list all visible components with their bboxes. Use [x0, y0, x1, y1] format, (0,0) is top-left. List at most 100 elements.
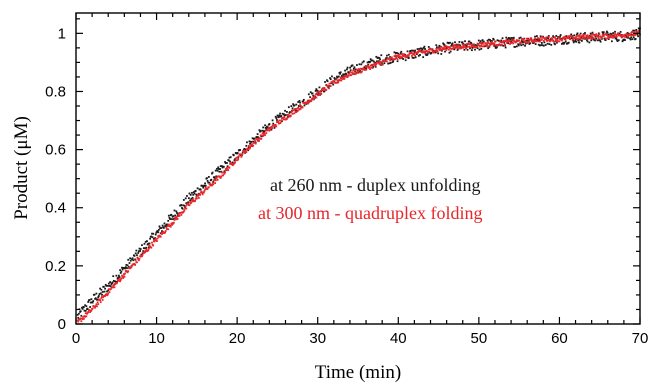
data-point: [462, 46, 465, 49]
data-point: [511, 41, 514, 44]
data-point: [516, 45, 518, 48]
data-point: [498, 43, 501, 46]
data-point: [243, 149, 246, 152]
data-point: [326, 79, 328, 82]
data-point: [282, 113, 285, 116]
data-point: [569, 38, 571, 41]
data-point: [93, 293, 96, 296]
data-point: [89, 301, 92, 304]
data-point: [519, 36, 522, 39]
data-point: [621, 40, 624, 43]
data-point: [156, 230, 159, 232]
data-point: [284, 114, 287, 116]
data-point: [96, 298, 99, 301]
data-point: [506, 41, 508, 44]
data-point: [406, 56, 408, 58]
data-point: [216, 176, 218, 179]
data-point: [151, 241, 153, 244]
data-point: [127, 270, 130, 273]
data-point: [537, 40, 540, 43]
data-point: [81, 318, 84, 320]
data-point: [608, 35, 611, 38]
data-point: [389, 59, 391, 62]
data-point: [132, 259, 135, 262]
data-point: [385, 57, 388, 59]
data-point: [161, 224, 164, 227]
data-point: [167, 214, 170, 217]
data-point: [299, 101, 301, 104]
data-point: [580, 39, 583, 42]
data-point: [369, 64, 372, 67]
data-point: [567, 37, 570, 40]
data-point: [246, 141, 248, 144]
data-point: [543, 41, 546, 44]
data-point: [559, 34, 562, 36]
data-point: [324, 81, 326, 83]
data-point: [614, 35, 617, 38]
data-point: [96, 301, 99, 304]
data-point: [637, 30, 640, 33]
data-point: [452, 46, 455, 48]
data-point: [280, 119, 283, 122]
data-point: [492, 38, 495, 41]
data-point: [575, 33, 578, 36]
data-point: [464, 46, 466, 48]
data-point: [411, 56, 414, 59]
data-point: [470, 42, 473, 44]
data-point: [174, 217, 177, 219]
data-point: [558, 40, 561, 43]
data-point: [587, 35, 590, 38]
data-point: [612, 36, 615, 39]
data-point: [254, 140, 256, 143]
data-point: [460, 47, 463, 50]
data-point: [213, 176, 216, 179]
data-point: [179, 211, 182, 214]
data-point: [507, 42, 510, 45]
data-point: [371, 63, 373, 66]
data-point: [243, 147, 246, 150]
data-point: [172, 221, 175, 224]
data-point: [525, 42, 528, 44]
data-point: [377, 56, 380, 59]
tick-labels: 0 10 20 30 40 50 60 70 0 0.2 0.4 0.6 0.8 1: [45, 25, 648, 347]
data-point: [634, 38, 637, 40]
data-point: [372, 60, 375, 63]
data-point: [465, 47, 468, 50]
data-point: [399, 52, 402, 54]
data-point: [394, 58, 396, 61]
data-point: [349, 66, 351, 69]
data-point: [184, 206, 186, 209]
data-point: [176, 212, 178, 214]
data-point: [577, 37, 580, 40]
data-point: [396, 52, 398, 54]
data-point: [156, 240, 158, 242]
data-point: [152, 237, 155, 240]
data-point: [155, 231, 158, 234]
data-point: [197, 196, 200, 199]
data-point: [331, 81, 334, 84]
data-point: [249, 142, 251, 145]
data-point: [92, 300, 95, 303]
data-point: [380, 54, 383, 57]
data-point: [366, 65, 369, 68]
data-point: [395, 56, 398, 58]
data-point: [203, 190, 206, 192]
data-point: [447, 48, 450, 51]
data-point: [77, 312, 80, 315]
data-point: [180, 213, 183, 216]
data-point: [521, 39, 523, 42]
data-point: [199, 188, 202, 191]
data-point: [562, 41, 565, 44]
data-point: [631, 31, 634, 33]
data-point: [135, 249, 138, 252]
data-point: [99, 287, 102, 290]
data-point: [466, 48, 469, 51]
data-point: [196, 187, 199, 190]
data-point: [517, 43, 520, 46]
data-point: [111, 281, 114, 284]
data-point: [427, 48, 430, 51]
data-point: [592, 33, 595, 36]
data-point: [133, 254, 136, 257]
data-point: [101, 295, 103, 298]
data-point: [192, 191, 195, 193]
